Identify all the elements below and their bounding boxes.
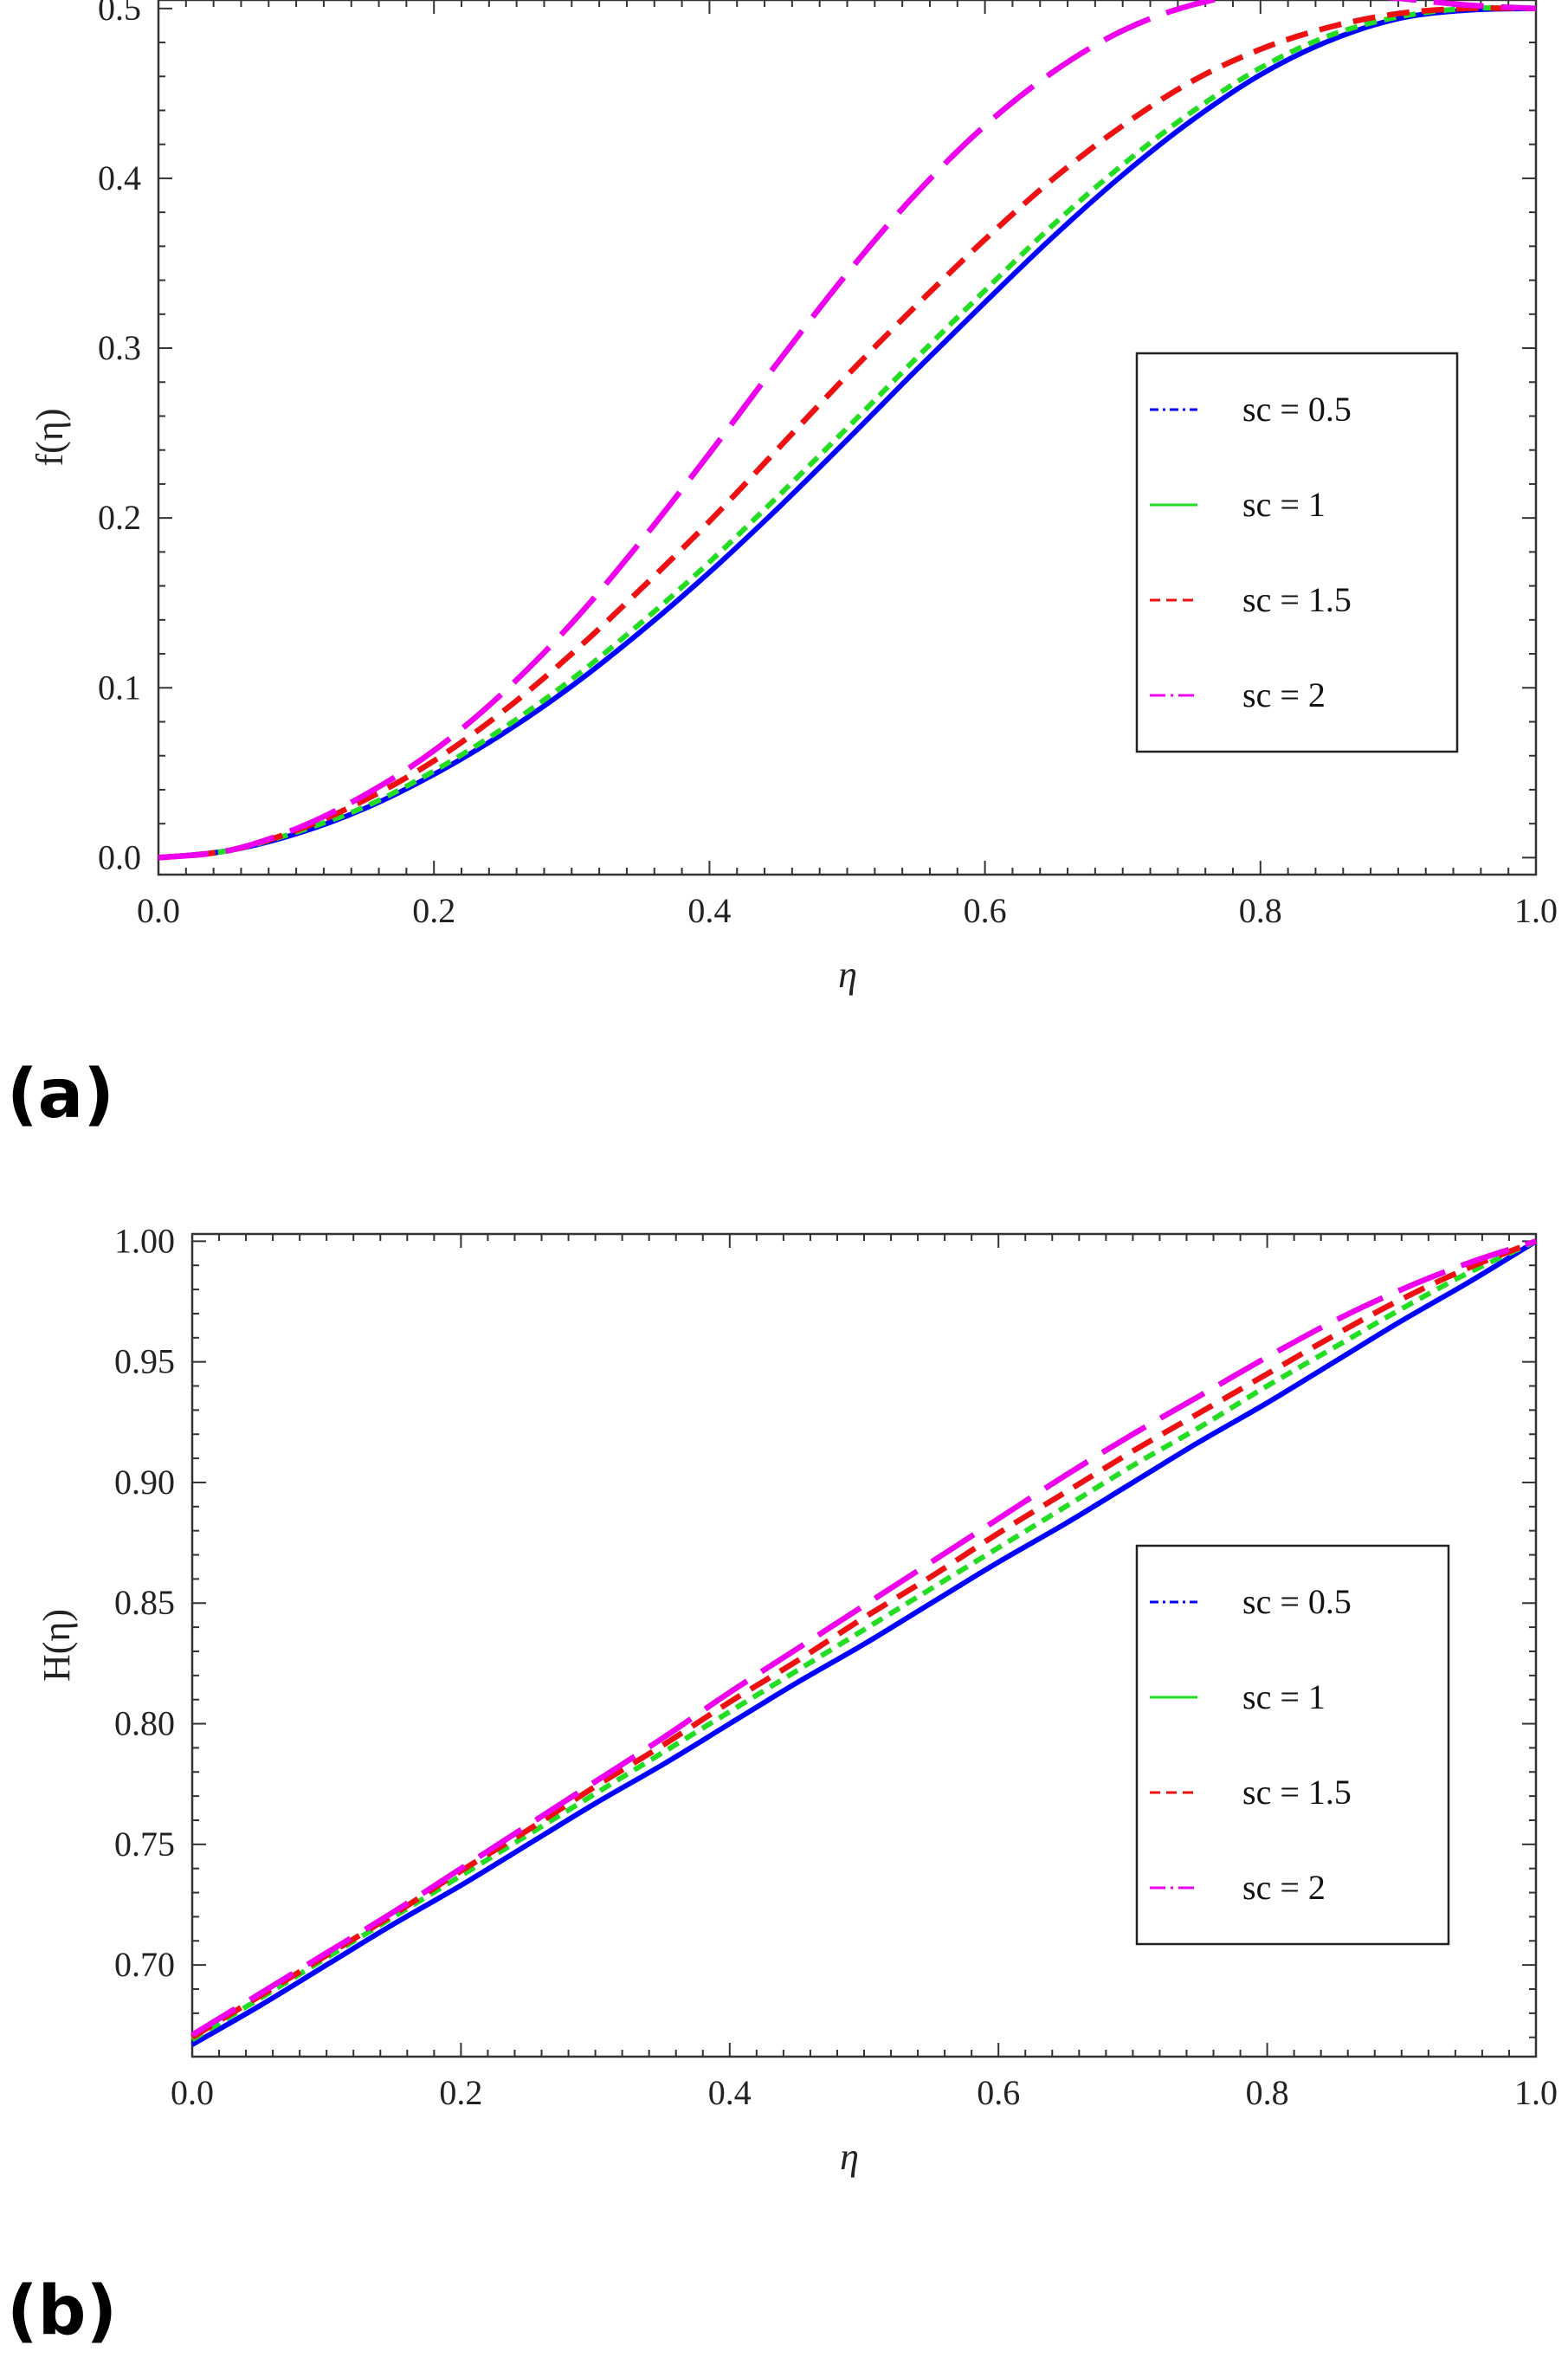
panel-label-a: (a) xyxy=(7,1056,114,1134)
y-tick-label: 0.70 xyxy=(114,1945,175,1984)
y-tick-label: 0.3 xyxy=(98,328,141,367)
y-tick-label: 0.2 xyxy=(98,498,141,537)
y-axis-label-b: H(η) xyxy=(35,1609,78,1682)
panel-label-b: (b) xyxy=(7,2272,117,2350)
x-tick-label: 0.6 xyxy=(964,891,1007,930)
y-axis-label-a: f(η) xyxy=(29,409,71,467)
legend-label-4: sc = 2 xyxy=(1242,1868,1326,1907)
legend-box-a xyxy=(1135,352,1459,753)
y-tick-label: 0.4 xyxy=(98,158,141,197)
x-tick-label: 1.0 xyxy=(1514,891,1558,930)
y-tick-label: 0.95 xyxy=(114,1342,175,1381)
x-tick-labels-b: 0.0 0.2 0.4 0.6 0.8 1.0 xyxy=(171,2073,1558,2112)
legend-label-1: sc = 0.5 xyxy=(1242,390,1352,429)
x-tick-label: 0.2 xyxy=(412,891,455,930)
y-tick-label: 0.75 xyxy=(114,1825,175,1864)
legend-a: sc = 0.5 sc = 1 sc = 1.5 sc = 2 xyxy=(1135,352,1459,753)
series-lines-a xyxy=(158,0,1537,861)
panel-b-chart: 0.0 0.2 0.4 0.6 0.8 1.0 0.700.750.800.850.900… xyxy=(7,1221,1558,2350)
x-tick-label: 0.4 xyxy=(687,891,731,930)
legend-label-2: sc = 1 xyxy=(1242,485,1326,524)
y-tick-label: 0.5 xyxy=(98,0,141,28)
x-tick-label: 0.2 xyxy=(439,2073,482,2112)
x-tick-label: 0.0 xyxy=(171,2073,214,2112)
y-tick-label: 0.90 xyxy=(114,1463,175,1502)
y-tick-label: 0.1 xyxy=(98,668,141,707)
x-tick-labels-a: 0.0 0.2 0.4 0.6 0.8 1.0 xyxy=(137,891,1558,930)
series-line-4 xyxy=(190,1238,1537,2038)
y-tick-labels-b: 0.70 0.75 0.80 0.85 0.90 0.95 1.00 xyxy=(114,1221,175,1984)
legend-label-3: sc = 1.5 xyxy=(1242,1773,1352,1812)
series-line-4 xyxy=(158,0,1537,861)
x-tick-label: 0.0 xyxy=(137,891,180,930)
x-tick-label: 1.0 xyxy=(1514,2073,1558,2112)
y-tick-label: 1.00 xyxy=(114,1221,175,1260)
legend-b: sc = 0.5 sc = 1 sc = 1.5 sc = 2 xyxy=(1135,1544,1450,1946)
panel-a-chart: 0.0 0.2 0.4 0.6 0.8 1.0 0.00.10.20.30.40.5 η … xyxy=(7,0,1558,1134)
series-line-3 xyxy=(158,5,1537,861)
legend-label-1: sc = 0.5 xyxy=(1242,1582,1352,1621)
legend-label-4: sc = 2 xyxy=(1242,675,1326,714)
legend-label-3: sc = 1.5 xyxy=(1242,580,1352,619)
x-tick-label: 0.8 xyxy=(1246,2073,1289,2112)
y-tick-label: 0.85 xyxy=(114,1583,175,1622)
x-tick-label: 0.6 xyxy=(977,2073,1020,2112)
series-lines-b xyxy=(190,1238,1538,2047)
legend-box-b xyxy=(1135,1544,1450,1946)
x-axis-label-b: η xyxy=(840,2135,859,2178)
x-tick-label: 0.4 xyxy=(708,2073,752,2112)
y-tick-label: 0.0 xyxy=(98,837,141,876)
series-line-1 xyxy=(158,5,1537,861)
y-tick-label: 0.80 xyxy=(114,1704,175,1743)
x-axis-label-a: η xyxy=(838,953,857,996)
x-tick-label: 0.8 xyxy=(1239,891,1282,930)
series-line-3 xyxy=(190,1238,1538,2040)
legend-label-2: sc = 1 xyxy=(1242,1677,1326,1716)
series-line-1 xyxy=(190,1238,1538,2047)
y-tick-labels-a: 0.0 0.1 0.2 0.3 0.4 0.5 xyxy=(98,0,141,876)
